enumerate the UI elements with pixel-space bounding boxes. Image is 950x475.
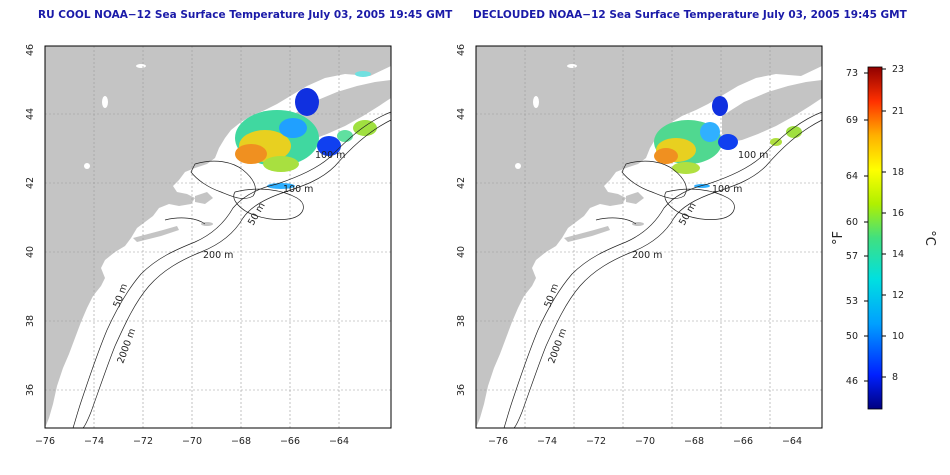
f-tick-label: 64: [846, 171, 858, 182]
lon-tick-label: −74: [537, 436, 557, 447]
lat-tick-label: 42: [456, 177, 467, 189]
f-tick-label: 73: [846, 68, 858, 79]
c-tick-label: 10: [892, 331, 904, 342]
contour-label: 100 m: [738, 150, 768, 161]
lat-tick-label: 36: [25, 384, 36, 396]
c-tick-label: 23: [892, 64, 904, 75]
f-tick-label: 60: [846, 217, 858, 228]
left-lat-ticks: 36 38 40 42 44 46: [25, 44, 36, 396]
contour-label: 100 m: [283, 184, 313, 195]
c-tick-label: 18: [892, 167, 904, 178]
right-map-title: DECLOUDED NOAA−12 Sea Surface Temperatur…: [473, 9, 907, 21]
lat-tick-label: 46: [25, 44, 36, 56]
c-tick-label: 14: [892, 249, 904, 260]
f-tick-label: 46: [846, 376, 858, 387]
contour-label: 200 m: [203, 250, 233, 261]
lat-tick-label: 42: [25, 177, 36, 189]
lon-tick-label: −74: [84, 436, 104, 447]
lon-tick-label: −72: [133, 436, 153, 447]
right-map-panel: 100 m 100 m 50 m 200 m 50 m 2000 m −76 −…: [456, 44, 823, 447]
contour-label: 100 m: [315, 150, 345, 161]
lon-tick-label: −68: [684, 436, 704, 447]
lat-tick-label: 36: [456, 384, 467, 396]
lon-tick-label: −70: [182, 436, 202, 447]
lon-tick-label: −66: [280, 436, 300, 447]
contour-label: 200 m: [632, 250, 662, 261]
colorbar-gradient: [867, 66, 883, 410]
f-tick-label: 57: [846, 251, 858, 262]
left-lon-ticks: −76 −74 −72 −70 −68 −66 −64: [35, 436, 349, 447]
lon-tick-label: −64: [782, 436, 802, 447]
lon-tick-label: −76: [488, 436, 508, 447]
c-tick-label: 16: [892, 208, 904, 219]
left-map-title: RU COOL NOAA−12 Sea Surface Temperature …: [38, 9, 453, 21]
left-sst-overlay: [235, 71, 377, 189]
fahrenheit-unit-label: °F: [831, 231, 846, 245]
c-tick-label: 8: [892, 372, 898, 383]
lon-tick-label: −68: [231, 436, 251, 447]
lat-tick-label: 38: [25, 315, 36, 327]
lat-tick-label: 40: [456, 246, 467, 258]
lon-tick-label: −76: [35, 436, 55, 447]
lon-tick-label: −72: [586, 436, 606, 447]
lon-tick-label: −64: [329, 436, 349, 447]
right-lat-ticks: 36 38 40 42 44 46: [456, 44, 467, 396]
f-tick-label: 69: [846, 115, 858, 126]
right-sst-overlay: [654, 96, 802, 188]
lat-tick-label: 44: [25, 108, 36, 120]
f-tick-label: 53: [846, 296, 858, 307]
celsius-ticks: 23 21 18 16 14 12 10 8: [882, 64, 904, 383]
c-tick-label: 12: [892, 290, 904, 301]
lat-tick-label: 40: [25, 246, 36, 258]
left-map-panel: 100 m 100 m 50 m 200 m 50 m 2000 m −76 −…: [25, 44, 392, 447]
lon-tick-label: −66: [733, 436, 753, 447]
f-tick-label: 50: [846, 331, 858, 342]
lon-tick-label: −70: [635, 436, 655, 447]
left-map-frame: [44, 45, 392, 429]
lat-tick-label: 44: [456, 108, 467, 120]
right-lon-ticks: −76 −74 −72 −70 −68 −66 −64: [488, 436, 802, 447]
temperature-colorbar: 73 69 64 60 57 53 50 46 23 21 18 16 14 1…: [831, 64, 937, 410]
celsius-unit-label: °C: [922, 230, 937, 246]
fahrenheit-ticks: 73 69 64 60 57 53 50 46: [846, 68, 868, 387]
right-map-frame: [475, 45, 823, 429]
lat-tick-label: 38: [456, 315, 467, 327]
lat-tick-label: 46: [456, 44, 467, 56]
contour-label: 100 m: [712, 184, 742, 195]
c-tick-label: 21: [892, 106, 904, 117]
